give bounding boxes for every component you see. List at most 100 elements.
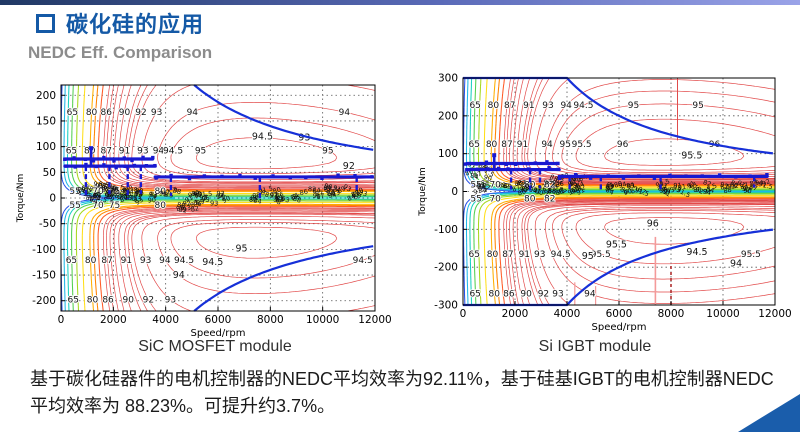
svg-text:90: 90 <box>101 184 112 195</box>
svg-text:88: 88 <box>548 173 559 184</box>
svg-text:150: 150 <box>36 115 56 127</box>
svg-text:70: 70 <box>489 181 501 191</box>
svg-text:82: 82 <box>249 196 257 204</box>
svg-text:88: 88 <box>84 183 95 194</box>
svg-text:88: 88 <box>547 186 556 195</box>
svg-text:95.5: 95.5 <box>591 250 611 260</box>
svg-text:93: 93 <box>342 183 353 194</box>
svg-text:87: 87 <box>501 140 512 150</box>
svg-text:89: 89 <box>568 180 579 190</box>
svg-text:86: 86 <box>192 198 202 208</box>
svg-text:80: 80 <box>619 185 630 196</box>
svg-text:86: 86 <box>77 184 87 194</box>
svg-text:65: 65 <box>68 296 79 306</box>
svg-text:200: 200 <box>438 110 458 122</box>
svg-text:94: 94 <box>121 186 131 196</box>
svg-text:Torque/Nm: Torque/Nm <box>16 174 26 224</box>
svg-text:84: 84 <box>575 180 586 191</box>
svg-text:89: 89 <box>92 191 102 200</box>
svg-text:94: 94 <box>541 140 553 150</box>
svg-text:89: 89 <box>105 193 116 204</box>
svg-text:-100: -100 <box>434 224 458 236</box>
svg-text:84: 84 <box>657 184 667 193</box>
svg-text:87: 87 <box>352 190 361 199</box>
svg-text:80: 80 <box>488 101 500 111</box>
svg-text:0: 0 <box>460 308 467 320</box>
svg-text:93: 93 <box>719 180 729 190</box>
svg-text:87: 87 <box>519 184 530 194</box>
svg-text:92: 92 <box>694 185 705 196</box>
svg-text:94.5: 94.5 <box>202 257 223 268</box>
svg-text:91: 91 <box>568 175 577 184</box>
svg-text:92: 92 <box>550 179 561 189</box>
svg-text:86: 86 <box>547 187 556 196</box>
svg-text:87: 87 <box>274 194 285 205</box>
svg-text:91: 91 <box>466 160 477 171</box>
svg-text:94: 94 <box>570 185 581 196</box>
svg-text:94: 94 <box>730 258 742 269</box>
svg-text:94.5: 94.5 <box>551 250 571 260</box>
svg-text:80: 80 <box>85 256 97 266</box>
svg-text:90: 90 <box>221 194 232 205</box>
svg-text:80: 80 <box>155 187 167 197</box>
svg-text:94: 94 <box>569 186 579 196</box>
svg-text:95: 95 <box>322 147 333 157</box>
svg-text:91: 91 <box>81 185 90 194</box>
svg-text:82: 82 <box>190 204 200 214</box>
svg-text:Speed/rpm: Speed/rpm <box>592 322 647 333</box>
svg-text:80: 80 <box>122 190 133 201</box>
svg-text:-150: -150 <box>32 270 56 282</box>
svg-text:93: 93 <box>270 192 278 200</box>
svg-text:91.5: 91.5 <box>758 180 774 191</box>
svg-text:80: 80 <box>534 187 544 197</box>
svg-text:88: 88 <box>252 191 262 201</box>
svg-text:88: 88 <box>134 188 145 199</box>
svg-text:94: 94 <box>617 180 627 190</box>
svg-text:86: 86 <box>107 182 118 193</box>
svg-text:91: 91 <box>76 187 87 198</box>
svg-text:91: 91 <box>626 181 636 191</box>
svg-text:94: 94 <box>187 108 199 118</box>
svg-text:65: 65 <box>67 108 78 118</box>
svg-text:50: 50 <box>43 167 56 179</box>
svg-text:200: 200 <box>36 90 56 102</box>
svg-text:91.5: 91.5 <box>95 181 110 191</box>
svg-text:90: 90 <box>147 196 156 205</box>
svg-text:90: 90 <box>109 184 119 193</box>
svg-text:87: 87 <box>133 191 142 200</box>
svg-text:82: 82 <box>134 186 143 194</box>
svg-text:84: 84 <box>346 192 357 203</box>
svg-text:90: 90 <box>623 187 633 197</box>
svg-text:80: 80 <box>86 108 98 118</box>
svg-text:93: 93 <box>727 182 736 190</box>
svg-text:96: 96 <box>647 219 659 230</box>
svg-text:82: 82 <box>107 190 115 198</box>
svg-text:82: 82 <box>544 194 555 204</box>
svg-text:94: 94 <box>571 174 582 185</box>
svg-text:87: 87 <box>125 194 134 202</box>
svg-text:94: 94 <box>584 290 596 300</box>
svg-text:86: 86 <box>112 190 123 201</box>
svg-text:94: 94 <box>135 190 143 198</box>
svg-text:8000: 8000 <box>257 314 284 326</box>
svg-text:93: 93 <box>658 180 669 191</box>
svg-text:93: 93 <box>210 199 219 207</box>
svg-text:80: 80 <box>693 186 702 195</box>
svg-text:100: 100 <box>36 141 56 153</box>
svg-text:95: 95 <box>236 243 248 254</box>
svg-text:80: 80 <box>272 185 282 195</box>
svg-text:65: 65 <box>66 147 77 157</box>
svg-text:89: 89 <box>352 191 363 202</box>
svg-text:65: 65 <box>469 140 480 150</box>
svg-text:Speed/rpm: Speed/rpm <box>191 328 246 339</box>
svg-text:87: 87 <box>189 198 200 209</box>
svg-text:89: 89 <box>605 181 616 192</box>
svg-text:91: 91 <box>688 180 699 191</box>
svg-text:82: 82 <box>576 183 586 193</box>
svg-text:87: 87 <box>119 193 128 202</box>
svg-text:91: 91 <box>575 186 586 197</box>
svg-text:82: 82 <box>325 187 335 197</box>
svg-text:93: 93 <box>182 204 192 214</box>
svg-text:84: 84 <box>289 191 300 202</box>
